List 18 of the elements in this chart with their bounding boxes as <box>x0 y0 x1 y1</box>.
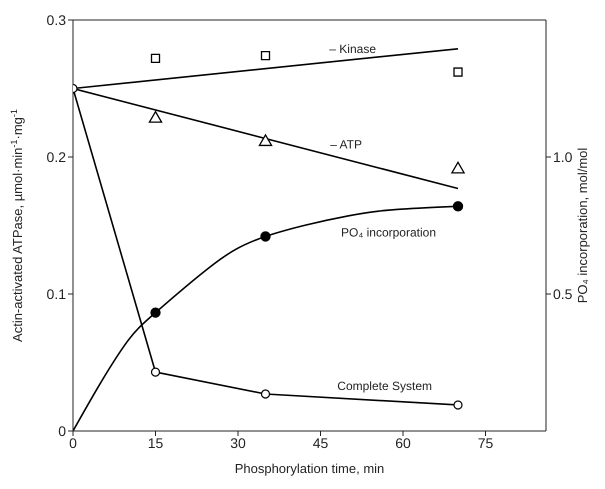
x-tick-label: 30 <box>230 434 246 451</box>
y-tick-label: 0.2 <box>46 148 66 165</box>
x-tick-label: 15 <box>148 434 164 451</box>
x-tick-label: 75 <box>478 434 494 451</box>
y-tick-label: 0.3 <box>46 12 66 28</box>
x-tick-label: 45 <box>312 434 328 451</box>
y-tick-label: 0.1 <box>46 286 66 302</box>
series-label: Complete System <box>337 378 432 393</box>
y2-tick-label: 1.0 <box>553 148 573 165</box>
y2-axis-title: PO₄ incorporation, mol/mol <box>575 148 590 304</box>
x-tick-label: 0 <box>69 434 78 451</box>
series-label: – Kinase <box>329 42 376 56</box>
y-tick-label: 0 <box>58 422 66 439</box>
x-tick-label: 60 <box>395 434 411 451</box>
x-axis-title: Phosphorylation time, min <box>234 461 384 476</box>
y2-tick-label: 0.5 <box>553 286 573 302</box>
series-label: PO₄ incorporation <box>341 225 436 240</box>
series-label: – ATP <box>330 138 362 152</box>
